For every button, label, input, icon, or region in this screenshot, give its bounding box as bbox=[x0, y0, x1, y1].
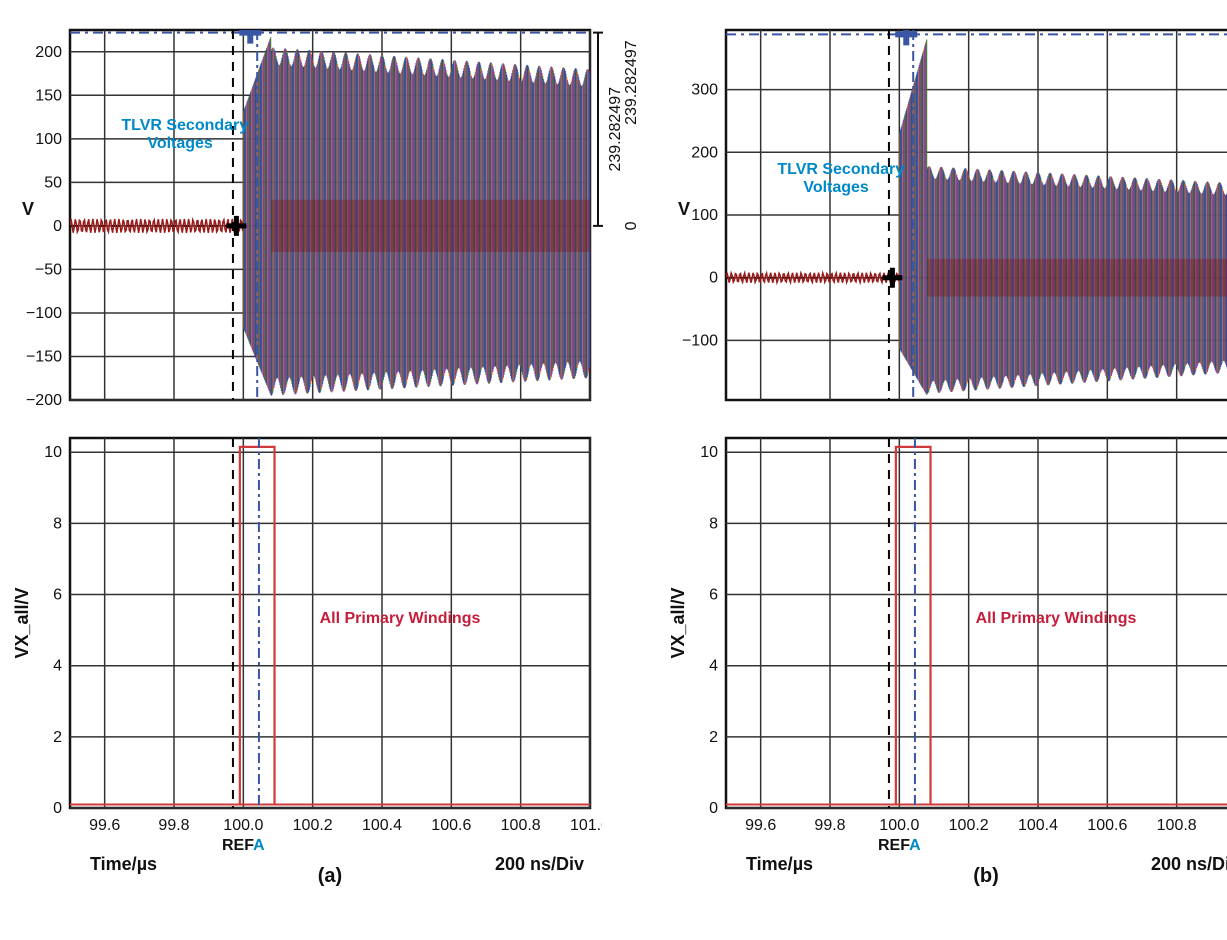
svg-text:10: 10 bbox=[44, 444, 62, 461]
svg-text:−200: −200 bbox=[26, 392, 62, 408]
bracket-value: 239.282497 bbox=[607, 87, 624, 172]
bracket-max-value: 239.282497 bbox=[623, 40, 636, 125]
svg-text:6: 6 bbox=[709, 587, 718, 604]
panel-b-top: −1000100200300VTLVR SecondaryVoltages390… bbox=[666, 20, 1227, 408]
y-axis-label: V bbox=[22, 199, 34, 219]
svg-text:−50: −50 bbox=[35, 261, 62, 278]
annotation-tlvr: TLVR SecondaryVoltages bbox=[121, 117, 248, 152]
svg-text:99.6: 99.6 bbox=[745, 817, 776, 834]
svg-text:−100: −100 bbox=[26, 305, 62, 322]
svg-text:99.6: 99.6 bbox=[89, 817, 120, 834]
svg-text:50: 50 bbox=[44, 174, 62, 191]
ref-label: REFA bbox=[222, 837, 265, 854]
figure-grid: −200−150−100−50050100150200VTLVR Seconda… bbox=[10, 20, 1217, 886]
svg-text:99.8: 99.8 bbox=[814, 817, 845, 834]
svg-text:100.2: 100.2 bbox=[293, 817, 333, 834]
svg-text:2: 2 bbox=[709, 729, 718, 746]
y-axis-label: VX_all/V bbox=[668, 587, 688, 658]
svg-text:200: 200 bbox=[35, 44, 62, 61]
x-axis-label: Time/µs bbox=[746, 854, 813, 874]
svg-text:100.8: 100.8 bbox=[501, 817, 541, 834]
panel-sublabel: (b) bbox=[973, 865, 999, 886]
svg-text:100.8: 100.8 bbox=[1157, 817, 1197, 834]
annotation-primary: All Primary Windings bbox=[320, 610, 481, 627]
svg-text:150: 150 bbox=[35, 87, 62, 104]
x-per-div: 200 ns/Div bbox=[1151, 854, 1227, 874]
svg-text:300: 300 bbox=[691, 82, 718, 99]
annotation-primary: All Primary Windings bbox=[976, 610, 1137, 627]
svg-text:0: 0 bbox=[709, 800, 718, 817]
svg-text:200: 200 bbox=[691, 144, 718, 161]
svg-text:0: 0 bbox=[623, 221, 636, 230]
svg-text:10: 10 bbox=[700, 444, 718, 461]
svg-text:101.0: 101.0 bbox=[570, 817, 602, 834]
ref-label: REFA bbox=[878, 837, 921, 854]
svg-text:100.2: 100.2 bbox=[949, 817, 989, 834]
x-axis-label: Time/µs bbox=[90, 854, 157, 874]
svg-text:100.6: 100.6 bbox=[1087, 817, 1127, 834]
y-axis-label: VX_all/V bbox=[12, 587, 32, 658]
svg-text:0: 0 bbox=[709, 270, 718, 287]
svg-text:−150: −150 bbox=[26, 348, 62, 365]
y-axis-label: V bbox=[678, 199, 690, 219]
svg-text:100.0: 100.0 bbox=[223, 817, 263, 834]
x-per-div: 200 ns/Div bbox=[495, 854, 584, 874]
svg-text:8: 8 bbox=[709, 515, 718, 532]
panel-sublabel: (a) bbox=[318, 865, 342, 886]
svg-text:2: 2 bbox=[53, 729, 62, 746]
svg-text:100: 100 bbox=[35, 131, 62, 148]
svg-text:6: 6 bbox=[53, 587, 62, 604]
panel-a-top: −200 −150 −100 −50 0 50 100 150 200 V TLVR Seconda… bbox=[10, 20, 636, 408]
svg-text:0: 0 bbox=[53, 218, 62, 235]
svg-text:8: 8 bbox=[53, 515, 62, 532]
panel-b-bot: 0 2 4 6 8 10 VX_all/V 99.6 99.8 100.0 100.2 100.4 10… bbox=[666, 428, 1227, 886]
annotation-tlvr: TLVR SecondaryVoltages bbox=[777, 161, 904, 196]
svg-text:0: 0 bbox=[53, 800, 62, 817]
svg-text:100.0: 100.0 bbox=[879, 817, 919, 834]
svg-text:4: 4 bbox=[53, 658, 62, 675]
svg-text:100.6: 100.6 bbox=[431, 817, 471, 834]
svg-text:99.8: 99.8 bbox=[158, 817, 189, 834]
svg-text:4: 4 bbox=[709, 658, 718, 675]
svg-text:100.4: 100.4 bbox=[362, 817, 402, 834]
svg-text:−100: −100 bbox=[682, 332, 718, 349]
svg-text:100: 100 bbox=[691, 207, 718, 224]
svg-text:100.4: 100.4 bbox=[1018, 817, 1058, 834]
panel-a-bot: 0 2 4 6 8 10 VX_all/V 99.6 99.8 100.0 100.2 100.4 10… bbox=[10, 428, 636, 886]
